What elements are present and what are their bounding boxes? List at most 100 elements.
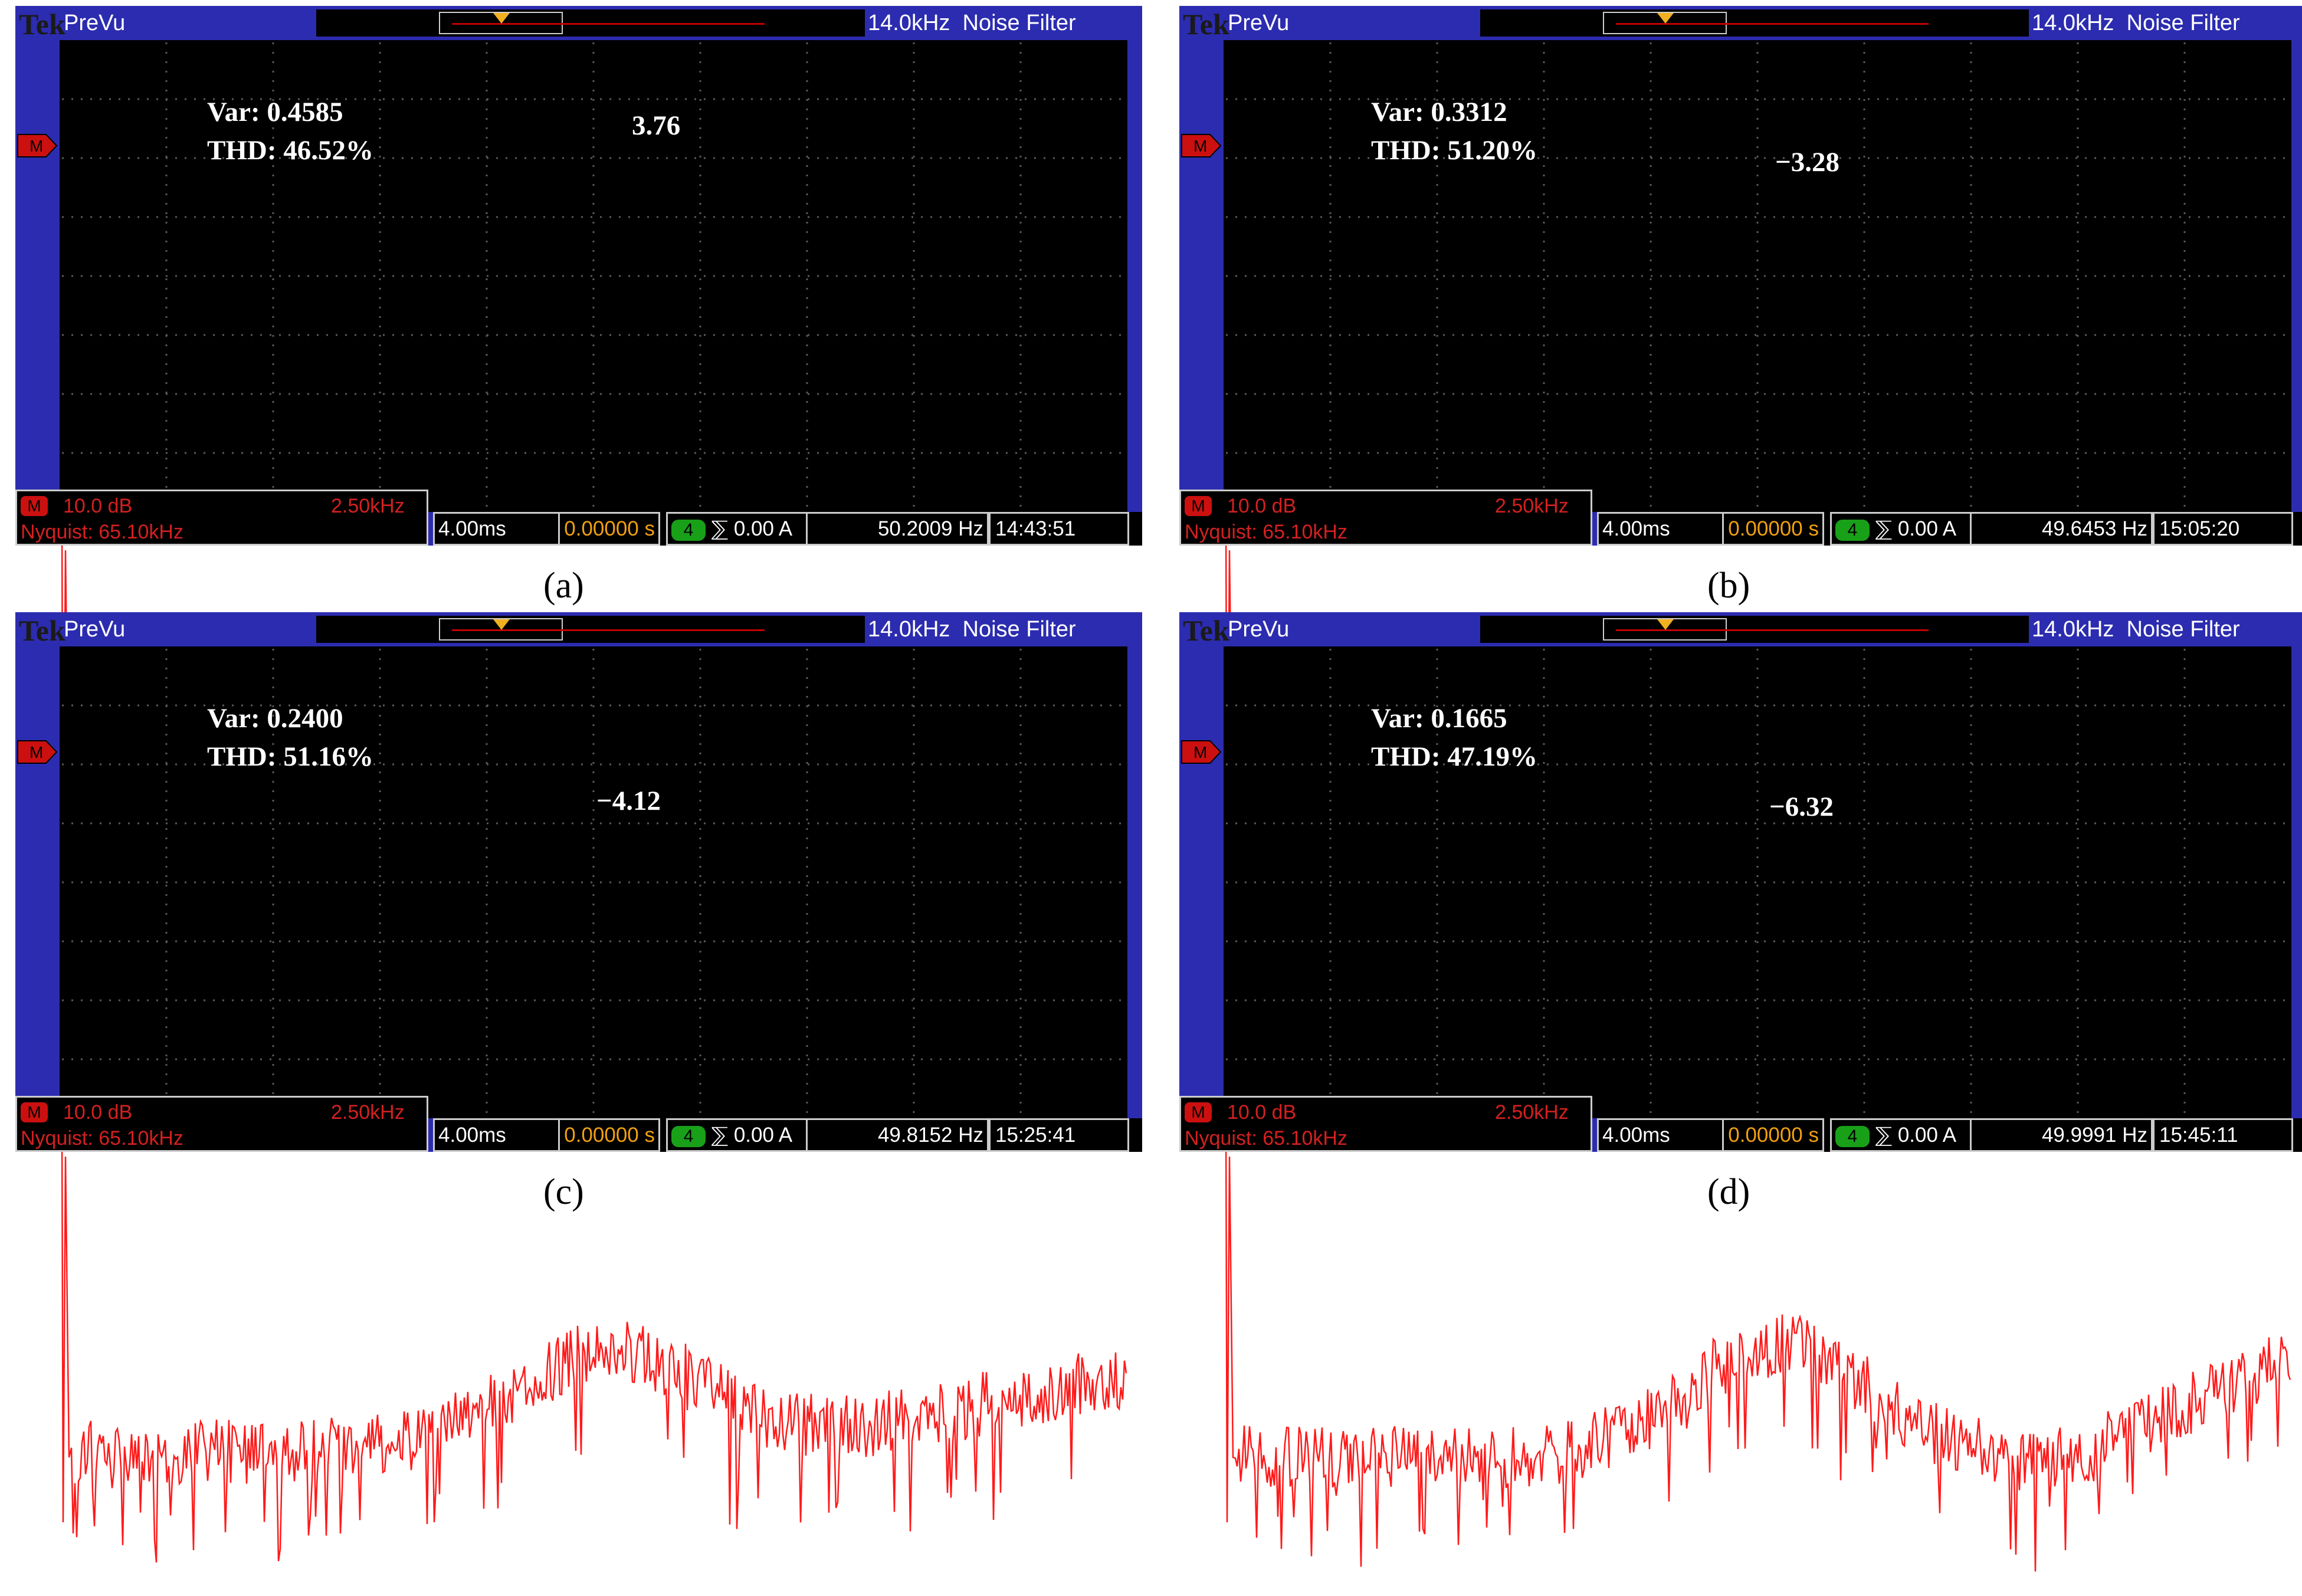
frequency-readout: 49.6453 Hz — [1972, 512, 2153, 546]
filter-name: Noise Filter — [2126, 11, 2240, 35]
math-scale: 10.0 dB — [1227, 1101, 1297, 1124]
math-badge: M — [1185, 1102, 1212, 1122]
clock-readout: 15:45:11 — [2153, 1118, 2293, 1152]
math-readout-box[interactable]: M 10.0 dB 2.50kHz Nyquist: 65.10kHz — [1179, 1096, 1592, 1152]
brand-logo: Tek — [19, 614, 65, 647]
math-badge: M — [1185, 496, 1212, 516]
status-bar: 4.00ms 0.00000 s 4 ⅀ 0.00 A 49.9991 Hz 1… — [1597, 1118, 2302, 1152]
timebase-readout[interactable]: 4.00ms — [433, 1118, 560, 1152]
peak-value-label: −6.32 — [1769, 792, 1834, 822]
graticule-screen[interactable]: Var: 0.3312 THD: 51.20% −3.28 — [1224, 40, 2291, 917]
timebase-value: 4.00ms — [1602, 1124, 1670, 1147]
graticule-grid — [1226, 649, 2285, 1113]
horizontal-position-readout[interactable]: 0.00000 s — [560, 1118, 660, 1152]
position-value: 0.00000 s — [564, 1124, 655, 1147]
channel-badge: 4 — [671, 519, 706, 541]
timebase-readout[interactable]: 4.00ms — [1597, 512, 1724, 546]
filter-frequency: 14.0kHz — [868, 617, 950, 642]
math-marker-icon[interactable]: M — [1180, 133, 1222, 158]
record-trigger-icon — [1657, 13, 1674, 24]
clock-value: 15:05:20 — [2159, 517, 2240, 540]
trigger-readout[interactable]: 4 ⅀ 0.00 A — [1830, 1118, 1972, 1152]
math-scale: 10.0 dB — [1227, 495, 1297, 517]
trigger-level: ⅀ 0.00 A — [1875, 517, 1957, 540]
math-span: 2.50kHz — [331, 1101, 405, 1124]
math-span: 2.50kHz — [1495, 495, 1569, 517]
filter-frequency: 14.0kHz — [2032, 617, 2114, 642]
position-value: 0.00000 s — [1728, 517, 1819, 540]
trigger-readout[interactable]: 4 ⅀ 0.00 A — [666, 512, 808, 546]
thd-label: THD: 47.19% — [1371, 741, 1537, 772]
peak-value-label: −3.28 — [1775, 147, 1840, 178]
scope-panel-d: Tek PreVu 14.0kHz Noise Filter Var: 0.16… — [1179, 612, 2302, 1572]
spectrum-trace-path — [61, 1127, 1127, 1563]
clock-readout: 15:25:41 — [989, 1118, 1129, 1152]
math-badge: M — [21, 496, 48, 516]
panel-caption: (d) — [1707, 1172, 1750, 1212]
trigger-readout[interactable]: 4 ⅀ 0.00 A — [1830, 512, 1972, 546]
panel-caption: (a) — [543, 566, 584, 606]
math-readout-box[interactable]: M 10.0 dB 2.50kHz Nyquist: 65.10kHz — [15, 490, 428, 546]
math-scale: 10.0 dB — [63, 495, 133, 517]
math-marker-icon[interactable]: M — [1180, 740, 1222, 764]
frequency-readout: 49.8152 Hz — [808, 1118, 989, 1152]
status-bar: 4.00ms 0.00000 s 4 ⅀ 0.00 A 49.6453 Hz 1… — [1597, 512, 2302, 546]
graticule-screen[interactable]: Var: 0.2400 THD: 51.16% −4.12 — [60, 646, 1127, 1563]
record-trigger-icon — [493, 619, 510, 630]
horizontal-position-readout[interactable]: 0.00000 s — [560, 512, 660, 546]
graticule-screen[interactable]: Var: 0.1665 THD: 47.19% −6.32 — [1224, 646, 2291, 1572]
panel-caption: (c) — [543, 1172, 584, 1212]
filter-name: Noise Filter — [962, 11, 1076, 35]
record-trace-line — [452, 23, 765, 25]
oscilloscope-window: Tek PreVu 14.0kHz Noise Filter Var: 0.16… — [1179, 612, 2302, 1572]
acquisition-mode: PreVu — [1228, 11, 1290, 35]
oscilloscope-window: Tek PreVu 14.0kHz Noise Filter Var: 0.45… — [15, 6, 1142, 948]
math-scale: 10.0 dB — [63, 1101, 133, 1124]
status-bar: 4.00ms 0.00000 s 4 ⅀ 0.00 A 50.2009 Hz 1… — [433, 512, 1142, 546]
nyquist-readout: Nyquist: 65.10kHz — [21, 521, 183, 543]
trigger-level: ⅀ 0.00 A — [711, 1124, 793, 1147]
math-marker-icon[interactable]: M — [17, 740, 58, 764]
variance-label: Var: 0.3312 — [1371, 97, 1507, 127]
horizontal-position-readout[interactable]: 0.00000 s — [1724, 512, 1824, 546]
trigger-level: ⅀ 0.00 A — [711, 517, 793, 540]
position-value: 0.00000 s — [1728, 1124, 1819, 1147]
math-span: 2.50kHz — [331, 495, 405, 517]
variance-label: Var: 0.1665 — [1371, 703, 1507, 734]
clock-value: 14:43:51 — [995, 517, 1076, 540]
graticule-screen[interactable]: Var: 0.4585 THD: 46.52% 3.76 — [60, 40, 1127, 948]
spectrum-trace-path — [1225, 1127, 2291, 1572]
frequency-readout: 50.2009 Hz — [808, 512, 989, 546]
acquisition-mode: PreVu — [1228, 617, 1290, 642]
filter-frequency: 14.0kHz — [2032, 11, 2114, 35]
graticule-grid — [1226, 42, 2285, 507]
math-marker-icon[interactable]: M — [17, 133, 58, 158]
acquisition-mode: PreVu — [64, 11, 126, 35]
record-trigger-icon — [493, 13, 510, 24]
scope-panel-a: Tek PreVu 14.0kHz Noise Filter Var: 0.45… — [15, 6, 1142, 948]
channel-badge: 4 — [1835, 519, 1870, 541]
frequency-value: 49.9991 Hz — [2041, 1124, 2147, 1147]
horizontal-position-readout[interactable]: 0.00000 s — [1724, 1118, 1824, 1152]
spectrum-trace — [61, 1127, 1127, 1563]
svg-text:M: M — [1193, 137, 1207, 155]
trigger-readout[interactable]: 4 ⅀ 0.00 A — [666, 1118, 808, 1152]
record-trigger-icon — [1657, 619, 1674, 630]
status-bar: 4.00ms 0.00000 s 4 ⅀ 0.00 A 49.8152 Hz 1… — [433, 1118, 1142, 1152]
acquisition-mode: PreVu — [64, 617, 126, 642]
filter-name: Noise Filter — [2126, 617, 2240, 642]
timebase-readout[interactable]: 4.00ms — [433, 512, 560, 546]
frequency-value: 50.2009 Hz — [877, 517, 983, 540]
spectrum-trace — [1225, 1127, 2291, 1572]
math-readout-box[interactable]: M 10.0 dB 2.50kHz Nyquist: 65.10kHz — [1179, 490, 1592, 546]
clock-readout: 14:43:51 — [989, 512, 1129, 546]
clock-value: 15:45:11 — [2159, 1124, 2238, 1147]
math-readout-box[interactable]: M 10.0 dB 2.50kHz Nyquist: 65.10kHz — [15, 1096, 428, 1152]
nyquist-readout: Nyquist: 65.10kHz — [1185, 521, 1347, 543]
timebase-readout[interactable]: 4.00ms — [1597, 1118, 1724, 1152]
peak-value-label: −4.12 — [596, 786, 661, 816]
scope-panel-c: Tek PreVu 14.0kHz Noise Filter Var: 0.24… — [15, 612, 1142, 1563]
thd-label: THD: 46.52% — [207, 135, 373, 166]
filter-readout: 14.0kHz Noise Filter — [2032, 11, 2240, 36]
variance-label: Var: 0.4585 — [207, 97, 343, 127]
